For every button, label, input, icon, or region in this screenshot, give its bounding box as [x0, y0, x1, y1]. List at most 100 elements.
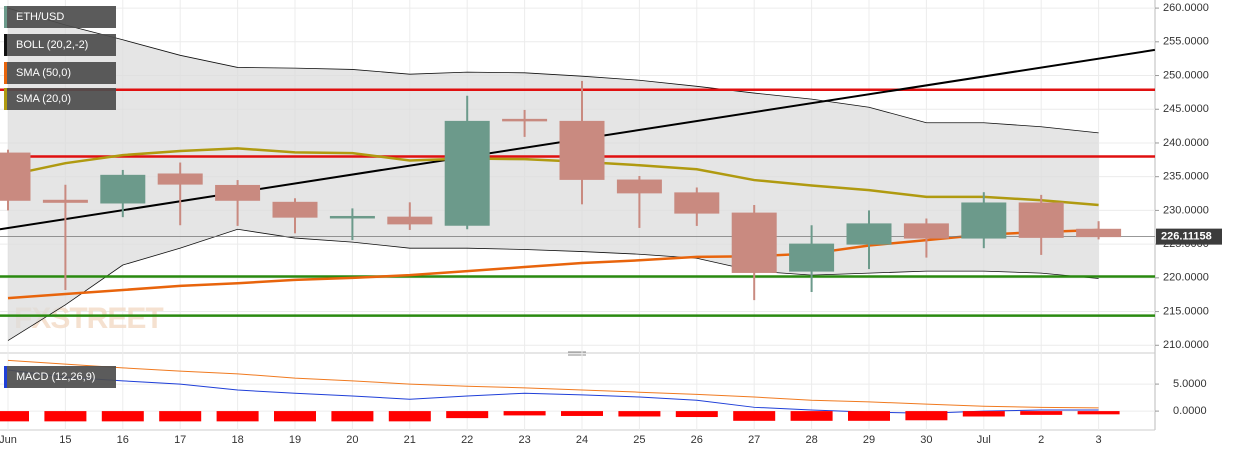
candle-body — [100, 174, 146, 204]
histogram-bar — [331, 411, 374, 422]
candle-body — [616, 179, 662, 194]
x-tick-label: 15 — [59, 434, 71, 446]
x-tick-label: 18 — [231, 434, 243, 446]
legend-swatch — [4, 62, 7, 84]
candle-body — [674, 192, 720, 214]
x-tick-label: 26 — [691, 434, 703, 446]
y-tick-label: 220.0000 — [1163, 272, 1209, 284]
mark-layer — [0, 80, 1122, 422]
price-label: 226.11158 — [1161, 231, 1212, 243]
legend-swatch — [4, 6, 7, 28]
label-layer: 210.0000215.0000220.0000225.0000230.0000… — [0, 2, 1222, 446]
x-tick-label: 23 — [518, 434, 530, 446]
x-tick-label: 2 — [1038, 434, 1044, 446]
candle-body — [42, 199, 88, 203]
x-tick-label: 24 — [576, 434, 588, 446]
histogram-bar — [790, 411, 833, 421]
legend-swatch — [4, 34, 7, 56]
y-tick-label: 240.0000 — [1163, 137, 1209, 149]
candle-body — [559, 120, 605, 180]
signal-line — [7, 359, 1099, 409]
legend-box — [4, 34, 116, 56]
legend-box — [4, 88, 116, 110]
histogram-bar — [733, 411, 776, 421]
y-tick-label: 260.0000 — [1163, 2, 1209, 14]
y-tick-label: 255.0000 — [1163, 36, 1209, 48]
histogram-bar — [503, 411, 546, 416]
histogram-bar — [962, 411, 1005, 417]
histogram-bar — [274, 411, 316, 422]
legend-label: ETH/USD — [16, 11, 64, 23]
candle-body — [215, 184, 261, 201]
y-tick-label: 210.0000 — [1163, 339, 1209, 351]
x-tick-label: 25 — [633, 434, 645, 446]
y-tick-label: 0.0000 — [1173, 405, 1207, 417]
legend-item: SMA (50,0) — [4, 62, 116, 84]
candle-body — [387, 216, 433, 225]
x-tick-label: Jul — [977, 434, 991, 446]
y-tick-label: 245.0000 — [1163, 103, 1209, 115]
line-layer — [0, 7, 1156, 414]
histogram-bar — [446, 411, 489, 419]
histogram-bar — [905, 411, 948, 421]
candle-body — [846, 223, 892, 245]
y-tick-label: 215.0000 — [1163, 305, 1209, 317]
x-tick-label: 3 — [1096, 434, 1102, 446]
x-tick-label: 20 — [346, 434, 358, 446]
histogram-bar — [561, 411, 603, 416]
x-tick-label: 27 — [748, 434, 760, 446]
legend-item: MACD (12,26,9) — [4, 366, 116, 388]
candle-body — [1018, 202, 1064, 238]
x-tick-label: 17 — [174, 434, 186, 446]
histogram-bar — [216, 411, 259, 422]
legend-swatch — [4, 88, 7, 110]
x-tick-label: 22 — [461, 434, 473, 446]
x-tick-label: 16 — [117, 434, 129, 446]
histogram-bar — [618, 411, 661, 417]
candle-body — [0, 152, 31, 201]
y-tick-label: 230.0000 — [1163, 204, 1209, 216]
legend-label: MACD (12,26,9) — [16, 371, 95, 383]
candle-body — [444, 120, 490, 226]
candle-body — [272, 201, 318, 218]
histogram-bar — [0, 411, 29, 422]
candle-body — [1076, 228, 1122, 238]
y-tick-label: 235.0000 — [1163, 171, 1209, 183]
candle-body — [789, 243, 835, 272]
sma-line — [7, 228, 1099, 300]
histogram-bar — [101, 411, 144, 422]
legend-item: BOLL (20,2,-2) — [4, 34, 116, 56]
candle-body — [731, 212, 777, 273]
candle-body — [903, 223, 949, 239]
x-tick-label: 29 — [863, 434, 875, 446]
legend-item: ETH/USD — [4, 6, 116, 28]
histogram-bar — [675, 411, 718, 418]
legend-box — [4, 6, 116, 28]
legend-box — [4, 366, 116, 388]
histogram-bar — [848, 411, 890, 421]
x-tick-label: 30 — [920, 434, 932, 446]
histogram-bar — [44, 411, 87, 422]
histogram-bar — [388, 411, 431, 422]
x-tick-label: 28 — [805, 434, 817, 446]
y-tick-label: 5.0000 — [1173, 378, 1207, 390]
histogram-bar — [159, 411, 202, 422]
legend-item: SMA (20,0) — [4, 88, 116, 110]
legend-box — [4, 62, 116, 84]
bollinger-lower — [7, 228, 1099, 341]
candle-body — [329, 215, 375, 219]
price-label-box — [1156, 228, 1222, 245]
legend-label: BOLL (20,2,-2) — [16, 39, 88, 51]
candle-body — [157, 173, 203, 185]
y-tick-label: 250.0000 — [1163, 69, 1209, 81]
legend-label: SMA (20,0) — [16, 93, 71, 105]
candle-body — [502, 118, 548, 122]
x-tick-label: 19 — [289, 434, 301, 446]
bollinger-upper — [7, 7, 1099, 134]
legend-swatch — [4, 366, 7, 388]
x-tick-label: Jun — [0, 434, 17, 446]
histogram-bar — [1077, 411, 1120, 415]
legend-label: SMA (50,0) — [16, 67, 71, 79]
sma-line — [7, 147, 1099, 207]
